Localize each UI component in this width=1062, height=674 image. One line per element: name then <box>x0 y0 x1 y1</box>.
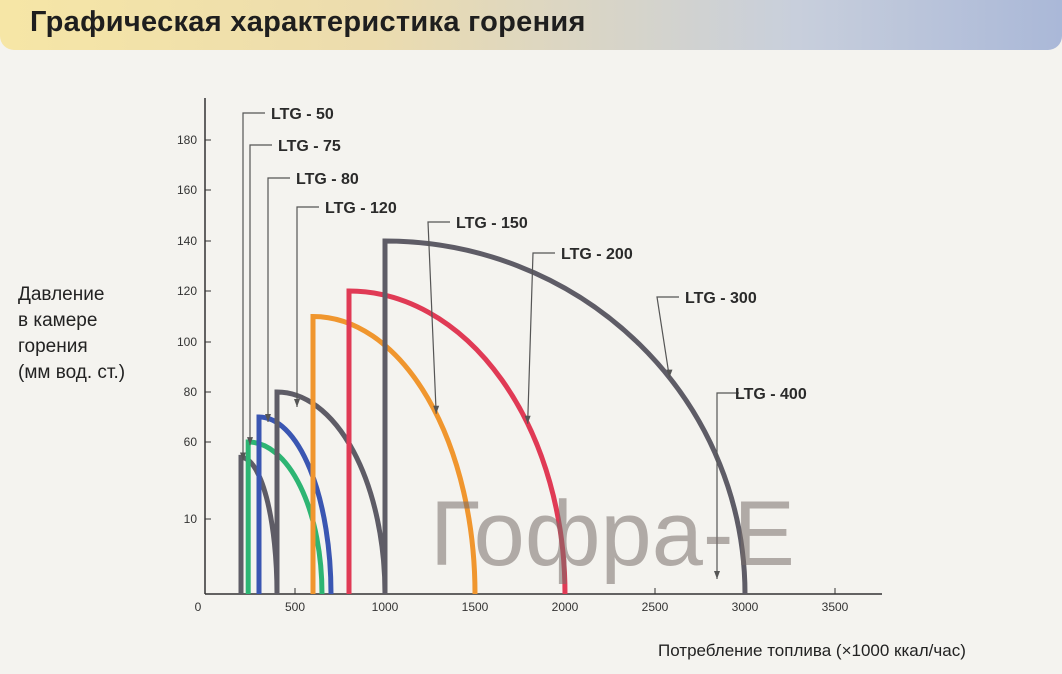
series-label: LTG - 75 <box>278 138 341 155</box>
leader-arrow <box>433 405 440 414</box>
series-label: LTG - 200 <box>561 246 633 263</box>
series-curve <box>382 238 748 595</box>
x-tick-label: 3500 <box>822 600 849 614</box>
y-axis-label-line: горения <box>18 336 88 357</box>
y-tick-label: 10 <box>184 512 198 526</box>
series-label: LTG - 50 <box>271 106 334 123</box>
y-tick-label: 120 <box>177 284 197 298</box>
y-tick-label: 140 <box>177 234 197 248</box>
y-tick-label: 100 <box>177 335 197 349</box>
y-tick-label: 160 <box>177 183 197 197</box>
x-tick-label: 2500 <box>642 600 669 614</box>
leader-arrow <box>294 399 300 407</box>
leader-arrow <box>265 414 271 422</box>
leader-arrow <box>524 415 531 424</box>
y-tick-label: 80 <box>184 385 198 399</box>
series-label: LTG - 120 <box>325 200 397 217</box>
y-axis-label: Давление в камере горения (мм вод. ст.) <box>18 282 188 386</box>
x-tick-label: 500 <box>285 600 305 614</box>
leader-line <box>296 206 319 407</box>
leader-arrow <box>666 369 673 378</box>
series-label: LTG - 150 <box>456 215 528 232</box>
leader-line <box>427 221 450 414</box>
leader-arrow <box>247 437 253 446</box>
y-tick-label: 180 <box>177 133 197 147</box>
leader-arrow <box>240 452 246 461</box>
leader-line <box>242 112 265 461</box>
x-tick-label: 1000 <box>372 600 399 614</box>
series-label: LTG - 300 <box>685 290 757 307</box>
x-tick-label: 3000 <box>732 600 759 614</box>
series-curve <box>346 288 568 595</box>
y-axis-label-line: в камере <box>18 310 98 331</box>
x-tick-label: 1500 <box>462 600 489 614</box>
series-curve <box>310 313 478 595</box>
watermark-text: Гофра-Е <box>430 483 795 585</box>
series-label: LTG - 400 <box>735 386 807 403</box>
y-axis-label-line: Давление <box>18 284 105 305</box>
leader-line <box>249 144 272 446</box>
leader-line <box>267 177 290 422</box>
y-axis-label-line: (мм вод. ст.) <box>18 362 126 383</box>
header-bar: Графическая характеристика горения <box>0 0 1062 50</box>
leader-arrow <box>714 571 720 579</box>
y-tick-label: 60 <box>184 435 198 449</box>
x-tick-label: 0 <box>195 600 202 614</box>
series-curve <box>256 414 334 595</box>
leader-line <box>527 252 555 424</box>
leader-line <box>656 296 679 378</box>
x-tick-label: 2000 <box>552 600 579 614</box>
page-title: Графическая характеристика горения <box>30 6 586 38</box>
leader-line <box>716 392 739 579</box>
x-axis-label: Потребление топлива (×1000 ккал/час) <box>658 641 966 660</box>
series-label: LTG - 80 <box>296 171 359 188</box>
